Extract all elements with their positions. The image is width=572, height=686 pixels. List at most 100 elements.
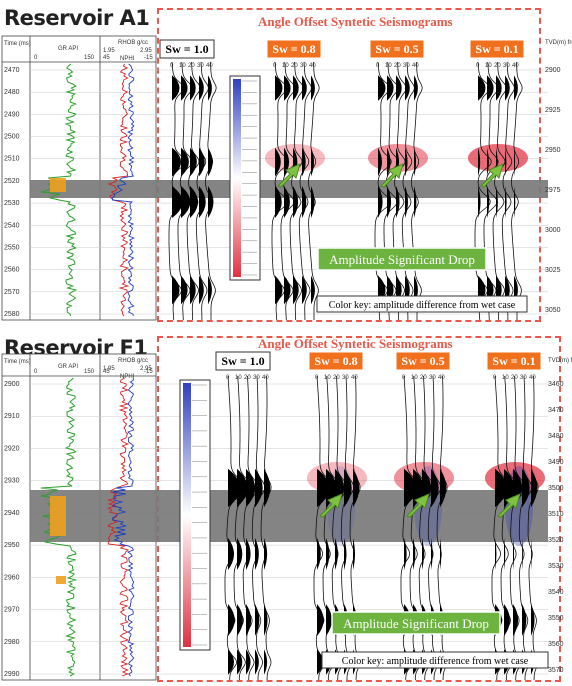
- wiggle-fill: [302, 147, 306, 177]
- angle-tick-label: 30: [429, 375, 436, 381]
- wiggle-fill: [478, 186, 481, 218]
- wiggle-fill: [237, 468, 248, 508]
- tvd-tick-label: 2925: [545, 107, 561, 114]
- time-tick-label: 2900: [4, 381, 20, 388]
- wiggle-fill: [505, 147, 507, 177]
- time-tick-label: 2500: [4, 134, 20, 141]
- wiggle-fill: [228, 538, 234, 570]
- panel-reservoir-f1: Reservoir F1 Angle Offset Syntetic Seism…: [0, 330, 572, 686]
- angle-tick-label: 0: [315, 375, 319, 381]
- traces-sw-1-0: [224, 375, 272, 681]
- wiggle-fill: [404, 538, 407, 570]
- time-tick-label: 2570: [4, 289, 20, 296]
- wiggle-fill: [172, 147, 181, 177]
- angle-tick-label: 20: [188, 63, 195, 69]
- wiggle-fill: [513, 538, 515, 570]
- colorbar-gradient: [183, 383, 191, 647]
- angle-tick-label: 10: [324, 375, 331, 381]
- angle-tick-label: 40: [412, 63, 419, 69]
- time-tick-label: 2490: [4, 111, 20, 118]
- gr-min: 0: [34, 369, 38, 375]
- angle-tick-label: 30: [520, 375, 527, 381]
- panel-title: Reservoir A1: [4, 6, 150, 30]
- tvd-tick-label: 3550: [548, 615, 564, 622]
- gr-min: 0: [34, 55, 38, 61]
- sw-label: Sw = 0.5: [401, 354, 444, 368]
- amplitude-drop-label: Amplitude Significant Drop: [329, 252, 475, 267]
- wiggle-fill: [505, 186, 507, 218]
- time-tick-label: 2580: [4, 311, 20, 318]
- traces-sw-3: [474, 61, 523, 321]
- wiggle-fill: [237, 649, 243, 675]
- sw-label: Sw = 1.0: [165, 42, 208, 56]
- sw-label: Sw = 0.1: [475, 42, 518, 56]
- nphi-label: NPHI: [120, 56, 135, 62]
- sw-label: Sw = 1.0: [221, 354, 264, 368]
- wiggle-fill: [513, 604, 519, 636]
- angle-tick-label: 10: [179, 63, 186, 69]
- wiggle-fill: [487, 147, 489, 177]
- angle-tick-label: 40: [512, 63, 519, 69]
- wiggle-fill: [199, 75, 204, 101]
- wiggle-fill: [172, 186, 183, 218]
- time-tick-label: 2540: [4, 222, 20, 229]
- angle-tick-label: 0: [226, 375, 230, 381]
- rhob-label: RHOB g/cc: [118, 358, 148, 364]
- angle-tick-label: 40: [351, 375, 358, 381]
- color-key-box: [316, 295, 528, 313]
- amplitude-drop-box: [331, 611, 501, 635]
- tvd-tick-label: 3490: [548, 459, 564, 466]
- angle-tick-label: 30: [197, 63, 204, 69]
- angle-tick-label: 0: [273, 63, 277, 69]
- arrow-icon: [319, 493, 343, 518]
- wiggle-fill: [246, 538, 251, 570]
- pay-zone-fill: [50, 178, 66, 192]
- wiggle-fill: [405, 75, 410, 101]
- wiggle-fill: [505, 75, 510, 101]
- angle-tick-label: 30: [503, 63, 510, 69]
- pay-zone-fill: [50, 496, 66, 536]
- angle-tick-label: 20: [420, 375, 427, 381]
- wiggle-fill: [531, 538, 532, 570]
- wiggle-fill: [440, 538, 442, 570]
- wiggle-fill: [293, 75, 299, 101]
- arrow-icon: [480, 163, 504, 188]
- tvd-tick-label: 3000: [545, 227, 561, 234]
- wiggle-fill: [228, 649, 234, 675]
- nphi-max: -15: [144, 369, 153, 375]
- wiggle-fill: [514, 186, 516, 218]
- time-tick-label: 2550: [4, 244, 20, 251]
- wiggle-fill: [413, 538, 416, 570]
- wiggle-trace: [251, 375, 266, 680]
- wiggle-fill: [255, 468, 263, 508]
- time-axis-label: Time (ms): [4, 359, 31, 365]
- nphi-curve: [111, 378, 135, 677]
- wiggle-fill: [311, 147, 314, 177]
- wiggle-fill: [387, 186, 392, 218]
- angle-tick-label: 40: [438, 375, 445, 381]
- angle-tick-label: 40: [206, 63, 213, 69]
- angle-tick-label: 20: [494, 63, 501, 69]
- figure-canvas: Time (ms) GR API 0 150 RHOB g/cc1.95 2.95 NPHI…: [1, 35, 572, 321]
- wiggle-fill: [237, 538, 243, 570]
- wiggle-fill: [190, 186, 198, 218]
- amplitude-drop-box: [317, 247, 487, 271]
- wiggle-fill: [208, 147, 213, 177]
- sw-label-box: [395, 351, 451, 371]
- wiggle-fill: [378, 75, 386, 101]
- wiggle-fill: [431, 538, 433, 570]
- wiggle-fill: [504, 538, 506, 570]
- wiggle-fill: [317, 538, 321, 570]
- traces-sw-1: [271, 61, 320, 321]
- traces-sw-1-0: [168, 61, 217, 321]
- sw-label-box: [369, 39, 425, 59]
- panel-reservoir-a1: Reservoir A1 Angle Offset Syntetic Seism…: [0, 0, 572, 328]
- nphi-min: 45: [103, 369, 110, 375]
- wiggle-fill: [405, 147, 408, 177]
- sw-label: Sw = 0.1: [492, 354, 535, 368]
- angle-tick-label: 20: [333, 375, 340, 381]
- wiggle-fill: [284, 186, 290, 218]
- time-tick-label: 2960: [4, 574, 20, 581]
- wiggle-fill: [246, 604, 252, 636]
- time-tick-label: 2910: [4, 413, 20, 420]
